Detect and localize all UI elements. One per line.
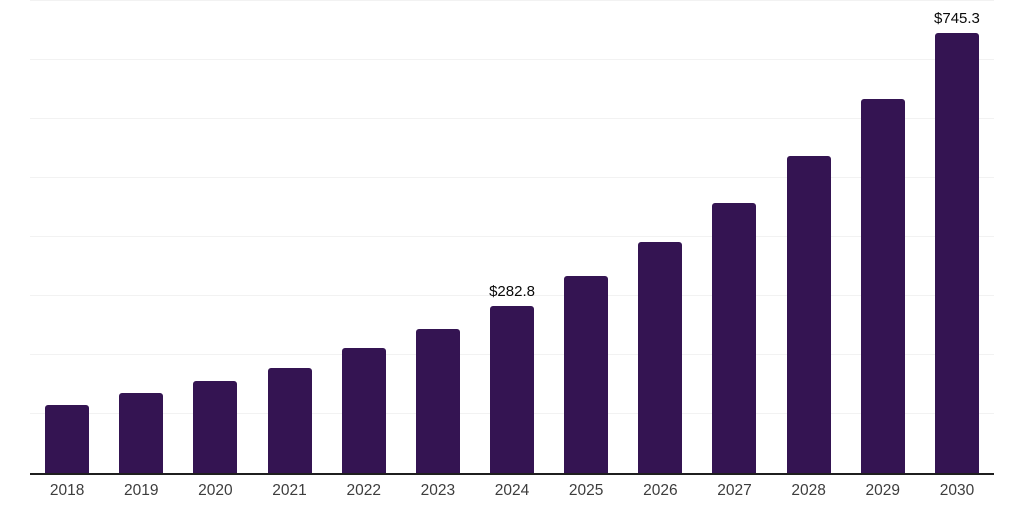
bar-2020 (193, 380, 238, 473)
bar-slot-2026 (623, 0, 697, 473)
bar-slot-2030: $745.3 (920, 0, 994, 473)
bar-2021 (267, 367, 312, 473)
gridline-800 (30, 0, 994, 1)
x-axis-label-2024: 2024 (494, 482, 530, 499)
bar-slot-2021 (252, 0, 326, 473)
bar-slot-2028 (772, 0, 846, 473)
x-axis-label-2025: 2025 (568, 482, 604, 499)
x-axis-label-2027: 2027 (717, 482, 752, 499)
x-axis-label-2023: 2023 (420, 482, 456, 499)
bar-slot-2018 (30, 0, 104, 473)
x-axis-label-2019: 2019 (123, 482, 159, 499)
bar-2028 (786, 156, 831, 473)
x-axis-label-2020: 2020 (198, 482, 233, 499)
gridline-500 (30, 177, 994, 178)
bar-slot-2025 (549, 0, 623, 473)
x-axis-line (30, 473, 994, 475)
bar-slot-2020 (178, 0, 252, 473)
gridline-400 (30, 236, 994, 237)
bar-2027 (712, 203, 757, 473)
gridline-600 (30, 118, 994, 119)
x-axis-label-2028: 2028 (791, 482, 826, 499)
x-axis-label-2030: 2030 (939, 482, 975, 499)
bar-2022 (341, 348, 386, 473)
bars: $282.8 $745.3 (30, 0, 994, 473)
bar-2029 (860, 99, 905, 473)
bar-slot-2027 (697, 0, 771, 473)
bar-slot-2024: $282.8 (475, 0, 549, 473)
bar-2018 (45, 405, 90, 473)
plot-area: $282.8 $745.3 (30, 0, 994, 475)
x-axis-label-2018: 2018 (49, 482, 85, 499)
x-axis-labels: 2018 2019 2020 2021 2022 2023 2024 2025 2026 2027… (30, 482, 994, 500)
bar-2019 (119, 392, 164, 473)
data-label-2030: $745.3 (934, 10, 980, 28)
gridline-700 (30, 59, 994, 60)
x-axis-label-2026: 2026 (643, 482, 678, 499)
bar-2024 (490, 306, 535, 473)
bar-slot-2023 (401, 0, 475, 473)
bar-slot-2022 (327, 0, 401, 473)
x-axis-label-2029: 2029 (865, 482, 901, 499)
x-axis-label-2021: 2021 (272, 482, 307, 499)
bar-slot-2019 (104, 0, 178, 473)
data-label-2024: $282.8 (489, 283, 535, 301)
gridline-300 (30, 295, 994, 296)
bar-2030 (934, 33, 979, 473)
bar-2026 (638, 242, 683, 473)
x-axis-label-2022: 2022 (346, 482, 381, 499)
bar-2023 (415, 329, 460, 473)
bar-2025 (564, 276, 609, 473)
bar-slot-2029 (846, 0, 920, 473)
